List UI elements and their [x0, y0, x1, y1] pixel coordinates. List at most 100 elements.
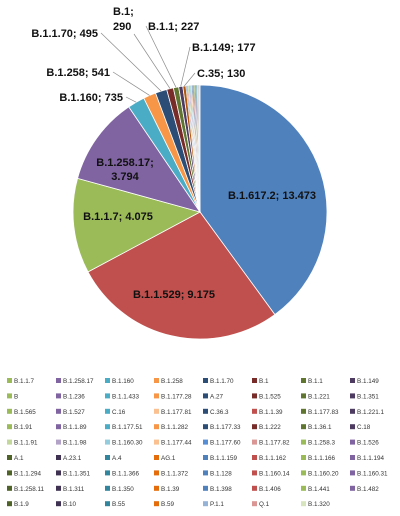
legend-swatch [203, 408, 208, 414]
data-label-b-1-1: B.1.1; 227 [148, 21, 199, 33]
legend-label: B.1.1.39 [259, 409, 283, 416]
leader-line [145, 25, 177, 88]
legend-swatch [56, 424, 61, 430]
legend-swatch [252, 408, 257, 414]
legend-label: B.1.1.166 [308, 455, 335, 462]
legend-label: A.27 [210, 393, 223, 400]
legend-swatch [203, 378, 208, 383]
legend-swatch [350, 424, 355, 430]
legend-swatch [203, 455, 208, 460]
legend-label: B.1.525 [259, 393, 281, 400]
legend-label: B [14, 393, 18, 400]
legend-label: B.1.160.14 [259, 470, 290, 477]
legend-swatch [56, 501, 61, 507]
legend-label: B.1.258 [161, 378, 183, 385]
data-label-b-1-1-70: B.1.1.70; 495 [31, 28, 98, 40]
legend-label: A.4 [112, 455, 122, 462]
legend-label: B.1.221.1 [357, 409, 384, 416]
pie-slice-b-1-617-2 [199, 84, 328, 316]
legend-label: C.18 [357, 424, 371, 431]
legend-label: B.1.320 [308, 501, 330, 508]
leader-line [112, 71, 150, 96]
data-label-b-1-1-529: B.1.1.529; 9.175 [133, 289, 215, 301]
legend-label: B.1.398 [210, 486, 232, 493]
legend-swatch [105, 455, 110, 460]
legend-label: A.23.1 [63, 455, 82, 462]
legend-swatch [7, 424, 12, 430]
data-label-c-35: C.35; 130 [197, 68, 245, 80]
legend-swatch [154, 378, 159, 383]
legend-swatch [252, 501, 257, 507]
legend-label: B.1.1.159 [210, 455, 237, 462]
legend-label: B.1.177.51 [112, 424, 143, 431]
leader-line [100, 32, 162, 92]
legend-swatch [350, 470, 355, 476]
legend-label: B.1.526 [357, 440, 379, 447]
legend-label: B.1.91 [14, 424, 33, 431]
legend-label: B.1.1.98 [63, 440, 87, 447]
legend-label: B.1.160.30 [112, 440, 143, 447]
legend-swatch [56, 393, 61, 399]
legend-label: B.1.1.194 [357, 455, 384, 462]
legend-label: B.1.1.91 [14, 440, 38, 447]
legend-swatch [301, 470, 306, 476]
leader-line [184, 72, 196, 87]
data-label-b-1-617-2: B.1.617.2; 13.473 [228, 190, 316, 202]
legend-swatch [105, 393, 110, 399]
pie-slice-b-1-1-529 [87, 211, 276, 340]
legend-label: B.1.527 [63, 409, 85, 416]
legend-label: B.1.221 [308, 393, 330, 400]
legend-swatch [252, 424, 257, 430]
leader-line [133, 33, 171, 89]
legend-swatch [252, 439, 257, 445]
legend-swatch [350, 393, 355, 399]
legend-label: B.1 [259, 378, 269, 385]
legend-swatch [203, 501, 208, 507]
legend-label: B.1.236 [63, 393, 85, 400]
legend-swatch [350, 485, 355, 491]
legend-label: C.16 [112, 409, 126, 416]
legend-swatch [154, 501, 159, 507]
legend-swatch [301, 501, 306, 507]
legend-swatch [154, 408, 159, 414]
legend-label: B.1.311 [63, 486, 85, 493]
legend-label: B.1.258.17 [63, 378, 94, 385]
leader-line [180, 46, 191, 87]
legend-swatch [203, 393, 208, 399]
legend-swatch [7, 485, 12, 491]
legend-swatch [105, 470, 110, 476]
legend-swatch [56, 439, 61, 445]
legend-label: B.1.351 [357, 393, 379, 400]
legend-swatch [56, 470, 61, 476]
legend-label: B.1.1.433 [112, 393, 139, 400]
legend-swatch [301, 439, 306, 445]
legend-swatch [154, 470, 159, 476]
legend-label: A.1 [14, 455, 24, 462]
legend-label: B.1.177.82 [259, 440, 290, 447]
data-label-b-1-149: B.1.149; 177 [192, 42, 256, 54]
legend-label: B.1.1.294 [14, 470, 41, 477]
legend-swatch [301, 393, 306, 399]
legend-label: B.1.1.89 [63, 424, 87, 431]
legend-swatch [56, 408, 61, 414]
data-label-b-1-160: B.1.160; 735 [59, 92, 123, 104]
legend-swatch [7, 408, 12, 414]
pie-slice-minor [198, 84, 201, 213]
legend-label: B.1.160.31 [357, 470, 388, 477]
legend-swatch [105, 485, 110, 491]
legend-swatch [56, 455, 61, 460]
legend-label: B.1.1.351 [63, 470, 90, 477]
legend-label: B.1.565 [14, 409, 36, 416]
data-labels: B.1.617.2; 13.473 B.1.1.529; 9.175 B.1.1.7… [31, 6, 316, 301]
legend-label: B.59 [161, 501, 174, 508]
legend-swatch [105, 378, 110, 383]
legend-label: B.1.406 [259, 486, 281, 493]
data-label-b-1: B.1; 290 [113, 6, 134, 33]
legend-swatch [154, 439, 159, 445]
legend-label: B.1.36.1 [308, 424, 332, 431]
legend-swatch [154, 424, 159, 430]
legend-swatch [105, 439, 110, 445]
legend-swatch [301, 424, 306, 430]
legend-label: B.1.350 [112, 486, 134, 493]
